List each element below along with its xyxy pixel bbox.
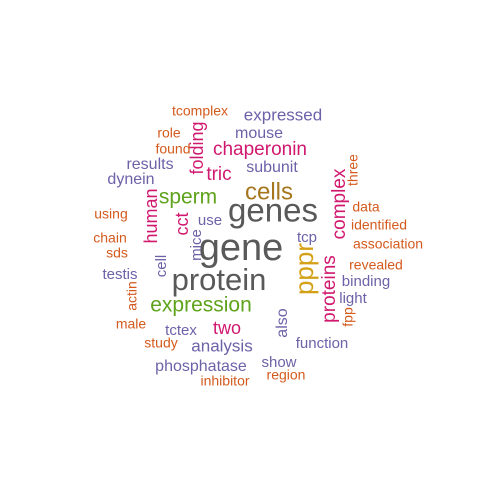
word-expressed: expressed [244, 105, 322, 124]
word-dynein: dynein [107, 171, 154, 188]
word-identified: identified [351, 217, 407, 233]
word-chaperonin: chaperonin [213, 139, 307, 160]
word-sds: sds [106, 245, 128, 261]
word-mice: mice [188, 229, 205, 261]
word-mouse: mouse [235, 125, 283, 142]
word-phosphatase: phosphatase [155, 358, 247, 375]
word-data: data [352, 199, 379, 215]
word-subunit: subunit [246, 159, 298, 176]
word-analysis: analysis [191, 336, 252, 355]
word-proteins: proteins [319, 255, 340, 323]
word-pppr: pppr [289, 243, 319, 295]
word-folding: folding [187, 121, 207, 174]
word-function: function [296, 335, 349, 352]
word-gene: gene [199, 227, 284, 269]
word-binding: binding [342, 273, 390, 290]
word-tric: tric [206, 164, 231, 185]
word-expression: expression [150, 294, 252, 317]
word-inhibitor: inhibitor [200, 373, 249, 389]
word-revealed: revealed [349, 257, 403, 273]
word-complex: complex [329, 168, 350, 239]
word-show: show [261, 354, 296, 371]
word-light: light [339, 290, 367, 307]
word-sperm: sperm [159, 186, 217, 209]
word-tctex: tctex [165, 322, 197, 339]
word-fpp: fpp [340, 307, 356, 327]
word-human: human [141, 188, 161, 243]
word-tcp: tcp [297, 229, 317, 246]
word-found: found [155, 141, 190, 157]
word-study: study [144, 335, 177, 351]
word-tcomplex: tcomplex [172, 103, 228, 119]
word-actin: actin [124, 281, 140, 311]
word-association: association [353, 236, 423, 252]
word-chain: chain [93, 230, 126, 246]
word-testis: testis [102, 266, 137, 283]
word-two: two [213, 318, 241, 338]
word-genes: genes [228, 192, 318, 229]
word-region: region [267, 367, 306, 383]
word-cells: cells [245, 178, 293, 205]
word-male: male [116, 316, 147, 332]
word-results: results [126, 156, 173, 173]
word-using: using [94, 206, 127, 222]
word-cct: cct [172, 212, 192, 235]
word-also: also [274, 308, 291, 337]
word-three: three [345, 154, 361, 186]
word-cell: cell [153, 255, 170, 278]
word-use: use [198, 212, 222, 229]
word-role: role [157, 125, 181, 141]
word-protein: protein [172, 262, 267, 297]
